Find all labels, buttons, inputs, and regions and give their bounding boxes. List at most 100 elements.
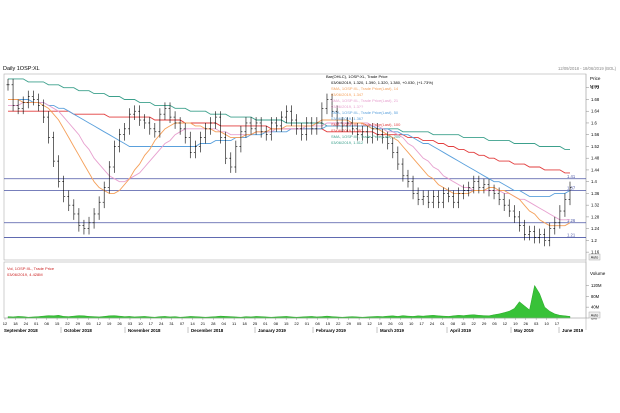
date-tick-label: 24 <box>159 321 164 326</box>
price-tick-label: 1.16 <box>591 250 600 255</box>
ohlc-bar <box>340 117 344 132</box>
date-tick-label: 19 <box>513 321 518 326</box>
ohlc-bar <box>26 90 30 109</box>
price-tick-label: 1.48 <box>591 156 600 161</box>
ohlc-bar <box>553 216 557 235</box>
legend-sma50-value: 03/06/2019, 1.367 <box>331 116 364 121</box>
ohlc-bar <box>239 125 243 153</box>
ohlc-bar <box>360 125 364 141</box>
legend-sma100-value: 03/06/2019, 1.457 <box>331 128 364 133</box>
ohlc-bar <box>482 178 486 194</box>
ohlc-bar <box>391 137 395 159</box>
date-tick-label: 17 <box>149 321 154 326</box>
auto-button-price-frame[interactable] <box>588 253 601 261</box>
ohlc-bar <box>92 208 96 229</box>
volume-tick-label: 120M <box>591 283 602 288</box>
ohlc-bar <box>446 187 450 203</box>
ohlc-bar <box>133 105 137 121</box>
price-tick-label: 1.4 <box>591 179 597 184</box>
price-ticks: 1.72 1.68 1.64 1.6 1.56 1.52 1.48 1.44 1.4 1.36 1.… <box>586 85 600 255</box>
ohlc-bar <box>381 128 385 144</box>
date-tick-label: 29 <box>76 321 81 326</box>
sma200-line <box>8 78 570 150</box>
price-tick-label: 1.36 <box>591 191 600 196</box>
month-label: November 2018 <box>128 328 161 333</box>
price-tick-label: 1.56 <box>591 132 600 137</box>
ohlc-bar <box>300 122 304 141</box>
ohlc-bar <box>128 108 132 135</box>
ohlc-bar <box>290 105 294 126</box>
ohlc-bar <box>315 117 319 135</box>
date-range: 12/09/2018 - 18/06/2019 (BOL) <box>558 66 617 71</box>
date-tick-label: 08 <box>274 321 279 326</box>
price-tick-label: 1.64 <box>591 109 600 114</box>
vol-legend-title: Vol, 1OSP:XL, Trade Price <box>7 266 55 271</box>
auto-button-volume[interactable]: Auto <box>588 311 601 319</box>
ohlc-bar <box>153 122 157 138</box>
date-tick-label: 12 <box>503 321 508 326</box>
date-tick-label: 22 <box>336 321 341 326</box>
month-label: May 2019 <box>514 328 534 333</box>
date-tick-label: 22 <box>294 321 299 326</box>
ohlc-bar <box>173 111 177 129</box>
ohlc-bar <box>138 105 142 126</box>
ohlc-bar <box>72 199 76 220</box>
ohlc-bar <box>411 175 415 200</box>
month-label: February 2019 <box>316 328 346 333</box>
date-tick-label: 28 <box>211 321 216 326</box>
ohlc-bar <box>462 184 466 200</box>
auto-button-price-label[interactable]: Auto <box>591 256 598 260</box>
date-tick-label: 29 <box>346 321 351 326</box>
volume-tick-label: 40M <box>591 305 600 310</box>
level-label: 1.26 <box>567 218 576 223</box>
ohlc-bar <box>57 155 61 188</box>
ohlc-bar <box>355 122 359 141</box>
auto-button-volume-label[interactable]: Auto <box>591 314 598 318</box>
date-tick-label: 21 <box>201 321 206 326</box>
date-tick-label: 10 <box>544 321 549 326</box>
ohlc-bar <box>502 193 506 212</box>
price-tick-label: 1.6 <box>591 120 597 125</box>
price-tick-label: 1.52 <box>591 144 600 149</box>
month-label: September 2018 <box>4 328 38 333</box>
indicator-legend: Bar(OHLC), 1OSP:XL, Trade Price 03/06/20… <box>326 74 434 145</box>
date-tick-label: 08 <box>451 321 456 326</box>
ohlc-bar <box>426 190 430 209</box>
ohlc-bar <box>441 187 445 209</box>
legend-title: Bar(OHLC), 1OSP:XL, Trade Price <box>326 74 388 79</box>
ohlc-bar <box>117 128 121 153</box>
ohlc-bar <box>295 114 299 135</box>
ohlc-bar <box>188 131 192 159</box>
ohlc-bar <box>487 178 491 197</box>
ohlc-bar <box>421 190 425 206</box>
date-tick-label: 19 <box>378 321 383 326</box>
ohlc-bar <box>67 190 71 212</box>
auto-button-price[interactable]: Auto <box>588 253 601 261</box>
date-axis: 12 18 24 01 08 15 22 29 05 12 19 26 03 10 17 24 31 07 14 21… <box>3 317 586 333</box>
ohlc-bar <box>259 117 263 138</box>
sma14-line <box>8 99 571 227</box>
legend-sma21-value: 03/06/2019, 1.3?? <box>331 104 364 109</box>
month-label: June 2019 <box>562 328 584 333</box>
ohlc-bar <box>543 228 547 247</box>
date-tick-label: 01 <box>305 321 310 326</box>
chart-title: Daily 1OSP:XL <box>3 66 40 72</box>
ohlc-bar <box>320 102 324 129</box>
ohlc-bar <box>163 102 167 121</box>
date-tick-label: 01 <box>34 321 39 326</box>
price-axis-title: Price <box>590 76 601 81</box>
volume-axis-title: Volume <box>590 271 606 276</box>
ohlc-bar <box>122 122 126 141</box>
legend-ohlc: 03/06/2019, 1.320, 1.390, 1.320, 1.380, … <box>331 80 434 85</box>
auto-button-volume-frame[interactable] <box>588 311 601 319</box>
ohlc-bar <box>47 111 51 144</box>
legend-sma14-value: 03/06/2019, 1.347 <box>331 92 364 97</box>
month-label: December 2018 <box>191 328 224 333</box>
date-tick-label: 07 <box>180 321 185 326</box>
date-tick-label: 24 <box>430 321 435 326</box>
ohlc-bar <box>36 93 40 112</box>
ohlc-bar <box>178 117 182 135</box>
ohlc-bar <box>244 117 248 138</box>
ohlc-bar <box>52 131 56 167</box>
ohlc-bar <box>436 190 440 209</box>
